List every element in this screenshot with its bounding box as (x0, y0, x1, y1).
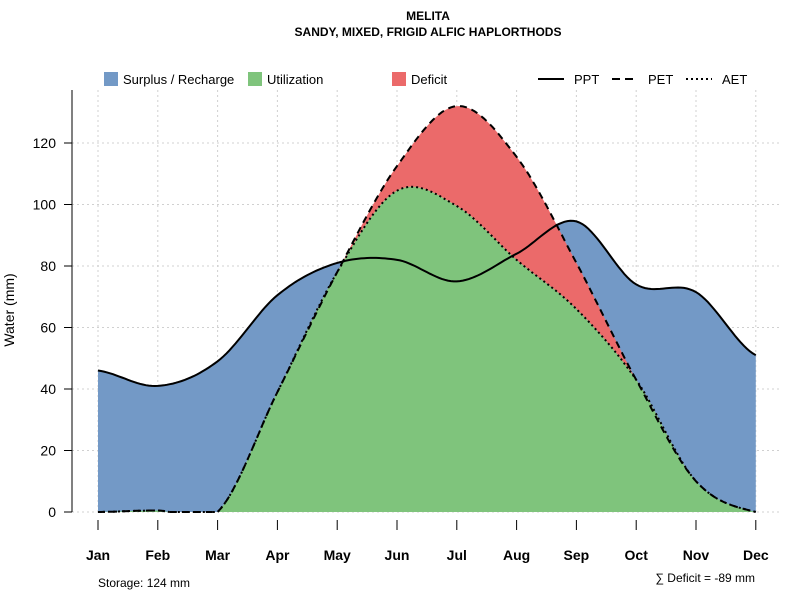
x-tick-label: Sep (564, 547, 590, 563)
x-tick-label: Jun (385, 547, 410, 563)
utilization-area (98, 186, 756, 513)
storage-annotation: Storage: 124 mm (98, 576, 190, 590)
y-tick-label: 40 (40, 381, 56, 397)
areas (98, 106, 756, 513)
axes: Jan Feb Mar Apr May Jun Jul Aug Sep Oct Nov Dec 0 20 4… (33, 90, 769, 563)
legend-label: AET (722, 72, 747, 87)
x-tick-label: Mar (205, 547, 230, 563)
x-tick-label: Jan (86, 547, 110, 563)
y-tick-label: 0 (48, 504, 56, 520)
y-tick-label: 100 (33, 197, 57, 213)
x-tick-label: Nov (683, 547, 710, 563)
pet-line (98, 105, 757, 513)
legend-label: Deficit (411, 72, 448, 87)
legend-label: PPT (574, 72, 599, 87)
x-tick-label: Feb (145, 547, 170, 563)
legend-swatch (392, 72, 406, 86)
chart-subtitle: SANDY, MIXED, FRIGID ALFIC HAPLORTHODS (295, 25, 562, 39)
legend-swatch (248, 72, 262, 86)
y-axis-label: Water (mm) (1, 273, 17, 346)
x-tick-label: Aug (503, 547, 530, 563)
x-tick-label: Dec (743, 547, 769, 563)
lines (97, 105, 757, 513)
y-tick-label: 120 (33, 135, 57, 151)
x-tick-label: Apr (265, 547, 290, 563)
y-tick-label: 60 (40, 320, 56, 336)
x-tick-label: Oct (625, 547, 649, 563)
legend-label: Surplus / Recharge (123, 72, 234, 87)
x-tick-label: May (324, 547, 351, 563)
y-tick-label: 20 (40, 443, 56, 459)
ppt-line (97, 219, 757, 388)
aet-line (98, 185, 757, 513)
y-tick-label: 80 (40, 258, 56, 274)
legend: Surplus / Recharge Utilization Deficit PPT P… (104, 72, 747, 87)
legend-swatch (104, 72, 118, 86)
legend-label: PET (648, 72, 673, 87)
legend-label: Utilization (267, 72, 323, 87)
deficit-annotation: ∑ Deficit = -89 mm (655, 571, 755, 585)
x-tick-label: Jul (447, 547, 467, 563)
deficit-area (98, 106, 756, 512)
chart-title: MELITA (406, 9, 450, 23)
